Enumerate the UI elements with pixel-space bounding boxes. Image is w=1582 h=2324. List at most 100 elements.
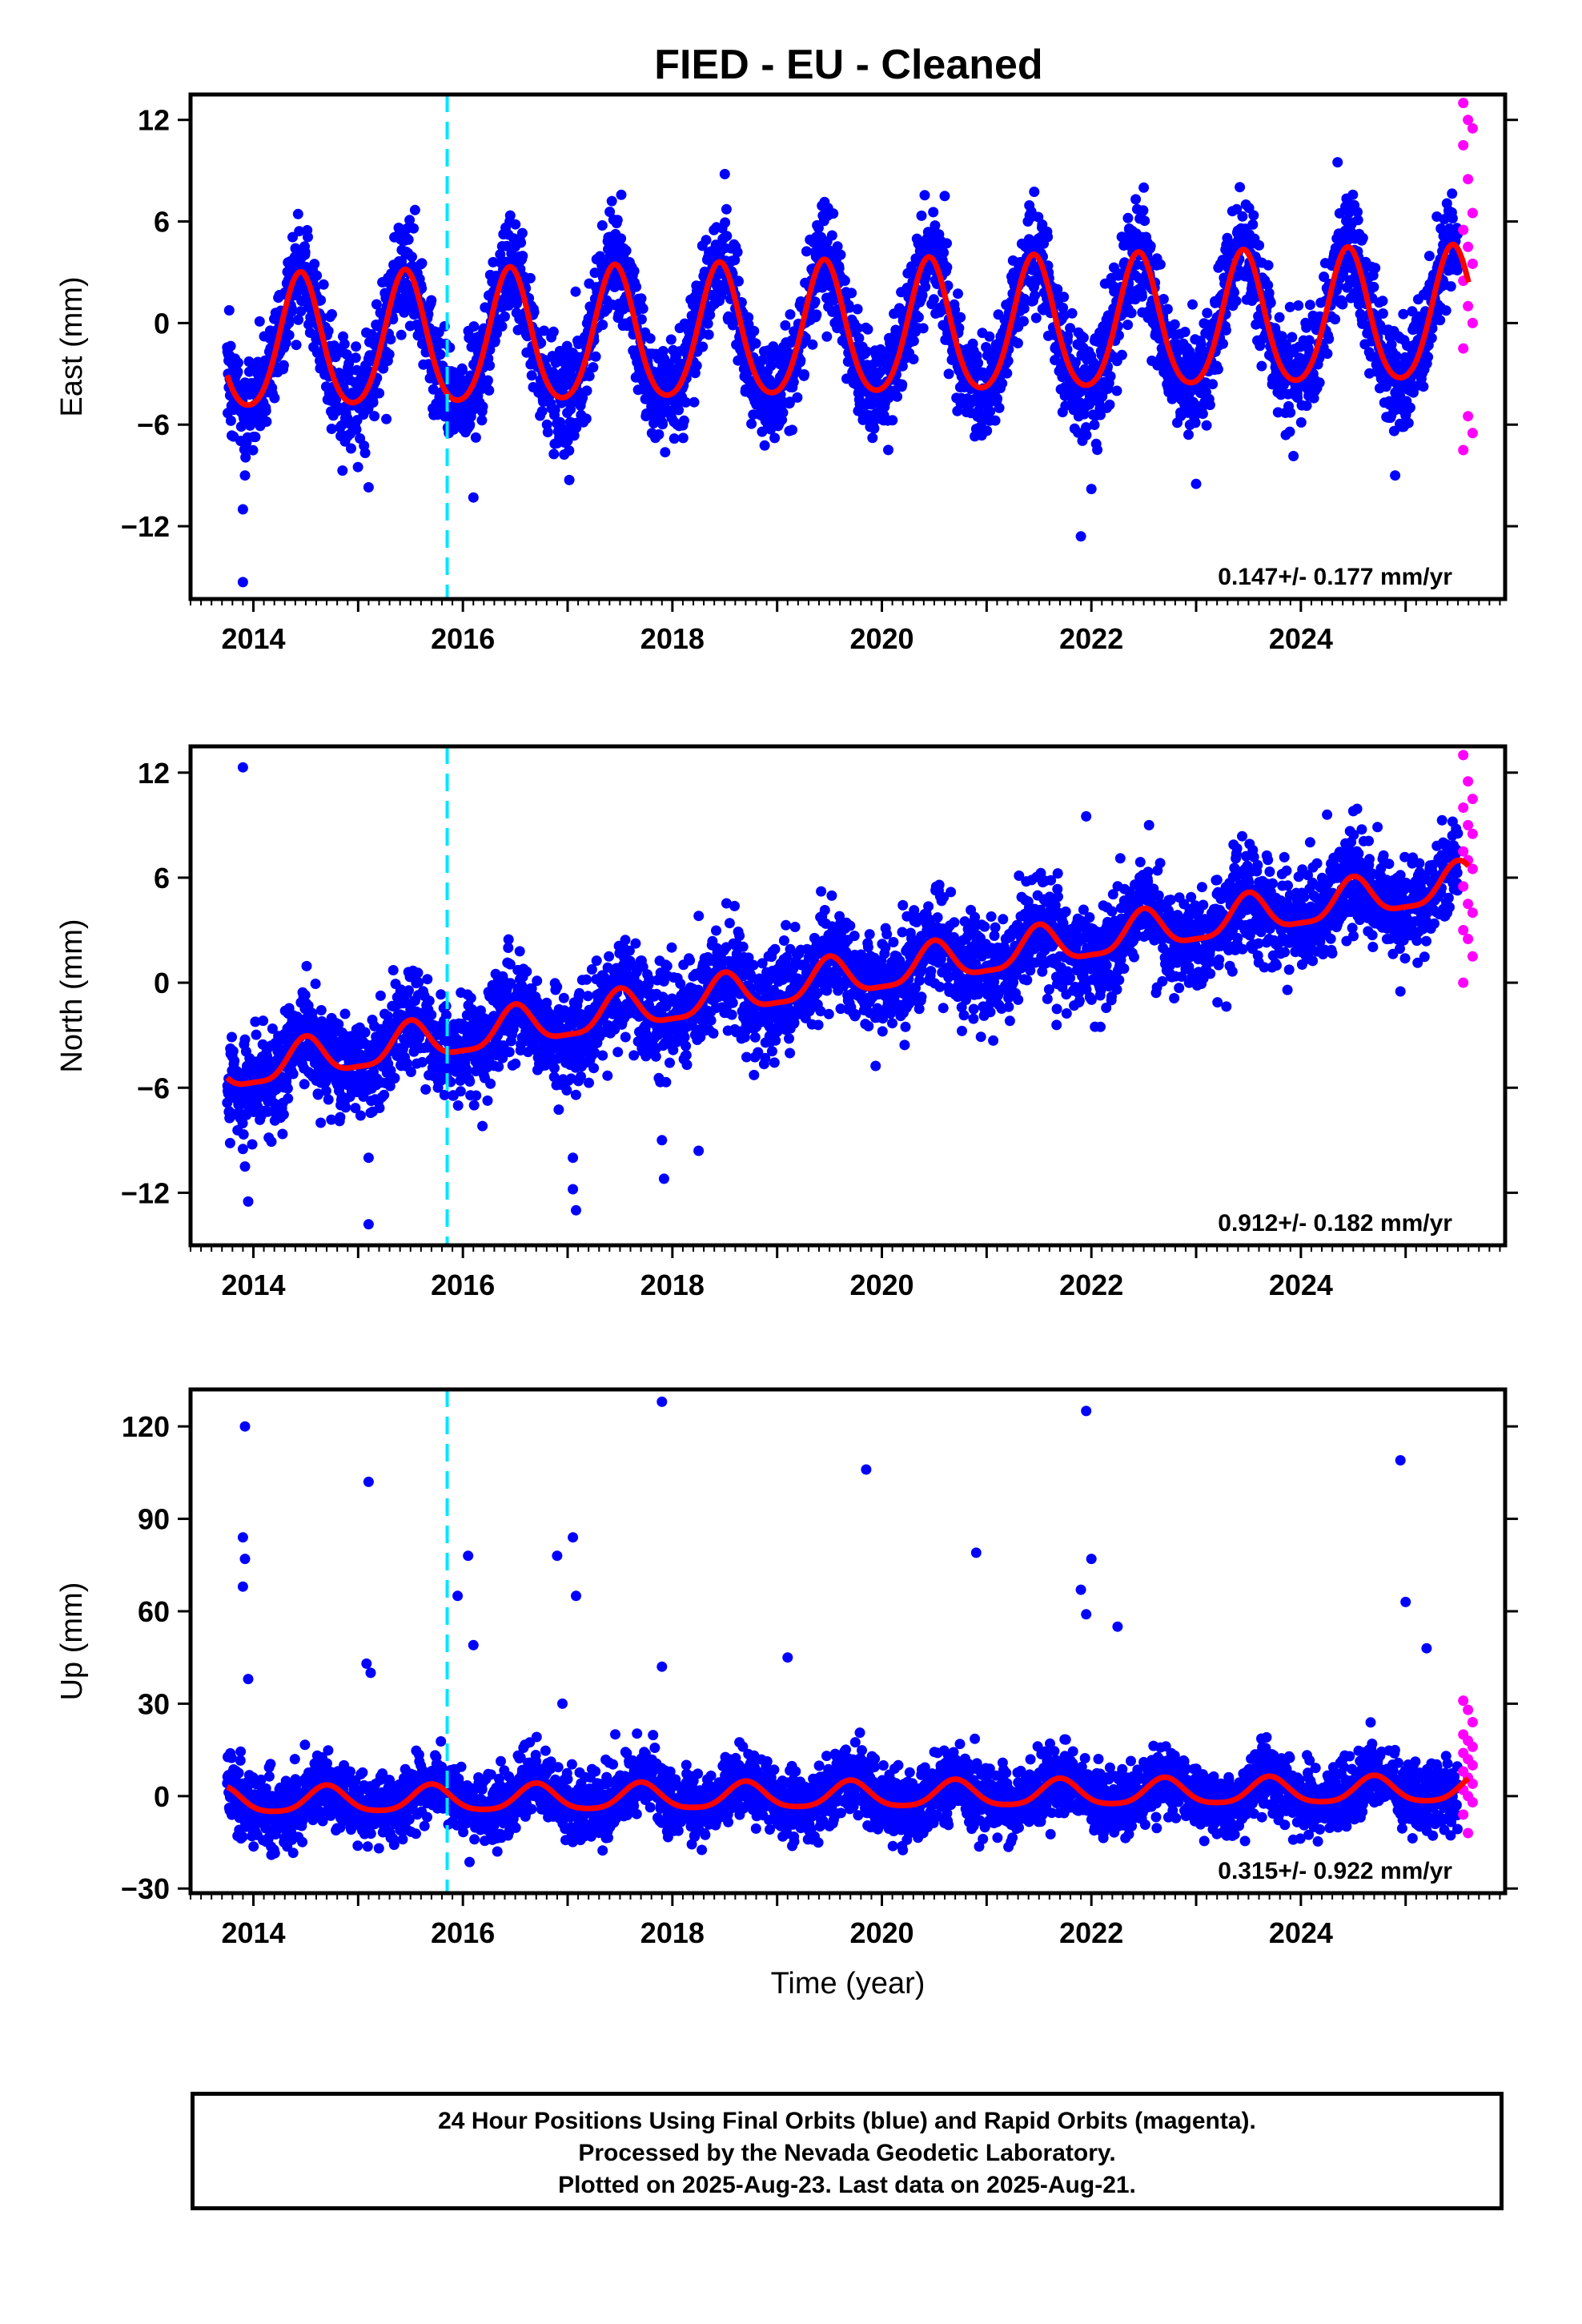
north-final-point <box>250 1016 261 1027</box>
east-final-point <box>517 251 528 262</box>
east-final-point <box>407 251 417 263</box>
north-final-point <box>283 1093 294 1104</box>
east-final-point <box>247 444 259 456</box>
east-final-point <box>286 303 297 314</box>
north-final-point <box>471 1090 482 1101</box>
east-final-point <box>1368 281 1379 292</box>
east-final-point <box>990 415 1001 426</box>
east-final-point <box>1078 332 1089 344</box>
east-final-point <box>484 385 495 396</box>
east-final-point <box>341 349 352 360</box>
east-final-point <box>1207 379 1219 390</box>
north-final-point <box>404 985 414 996</box>
east-final-point <box>283 330 295 340</box>
east-rapid-point <box>1467 317 1478 328</box>
east-final-point <box>303 231 313 243</box>
east-final-point <box>1347 189 1359 200</box>
east-final-point <box>293 314 304 325</box>
east-final-point <box>1337 299 1348 310</box>
east-final-point <box>235 421 247 432</box>
east-final-point <box>1122 212 1134 223</box>
east-final-point <box>1029 187 1040 197</box>
east-final-point <box>339 339 350 350</box>
east-final-point <box>795 355 806 366</box>
east-final-point <box>1065 323 1076 334</box>
east-final-point <box>1229 287 1239 298</box>
east-final-point <box>385 334 396 345</box>
east-final-point <box>780 320 791 331</box>
east-final-point <box>628 266 640 276</box>
east-rapid-point <box>1463 411 1474 422</box>
east-final-point <box>327 309 337 320</box>
east-final-point <box>1002 356 1014 367</box>
north-final-point <box>224 1137 235 1148</box>
east-final-point <box>637 303 648 314</box>
east-x-tick-label: 2022 <box>1059 622 1123 655</box>
east-final-point <box>669 433 680 444</box>
east-final-point <box>516 237 527 248</box>
east-final-point <box>539 325 550 336</box>
east-final-point <box>510 219 521 230</box>
east-plot-area <box>222 94 1478 599</box>
east-rapid-point <box>1463 115 1474 126</box>
east-final-point <box>477 401 488 412</box>
east-final-point <box>1030 312 1042 324</box>
east-final-point <box>746 418 757 429</box>
east-final-point <box>232 357 243 368</box>
east-final-point <box>495 249 506 260</box>
east-final-point <box>1111 385 1122 396</box>
north-final-point <box>301 960 312 971</box>
east-final-point <box>729 255 741 266</box>
east-final-point <box>584 371 595 382</box>
east-final-point <box>777 407 789 418</box>
east-final-point <box>1248 210 1259 221</box>
east-final-point <box>757 355 769 365</box>
east-final-point <box>691 360 702 372</box>
east-final-point <box>1137 291 1147 302</box>
north-final-point <box>282 1083 293 1094</box>
east-final-point <box>1352 207 1363 218</box>
east-y-tick-label: 6 <box>154 206 170 239</box>
east-final-point <box>536 406 548 417</box>
east-final-point <box>917 290 928 301</box>
east-rapid-point <box>1467 428 1478 439</box>
east-outlier-point <box>237 577 248 588</box>
north-final-point <box>420 1084 432 1095</box>
east-final-point <box>1323 333 1335 344</box>
east-final-point <box>1285 407 1296 418</box>
east-final-point <box>997 378 1008 389</box>
north-final-point <box>227 1031 237 1043</box>
east-final-point <box>396 329 407 340</box>
east-final-point <box>1138 205 1149 216</box>
east-final-point <box>404 215 416 226</box>
east-final-point <box>367 397 379 408</box>
east-final-point <box>861 346 873 357</box>
east-final-point <box>1052 283 1063 295</box>
east-final-point <box>813 223 824 234</box>
east-final-point <box>468 321 480 332</box>
east-final-point <box>1398 308 1409 320</box>
east-final-point <box>973 357 984 368</box>
east-final-point <box>1126 308 1137 319</box>
east-final-point <box>1030 290 1040 301</box>
east-final-point <box>1365 351 1376 362</box>
east-final-point <box>1066 308 1078 319</box>
east-final-point <box>496 321 508 332</box>
north-final-point <box>333 1019 344 1030</box>
east-final-point <box>1423 352 1434 363</box>
east-final-point <box>1319 271 1330 283</box>
north-final-point <box>424 995 435 1007</box>
east-final-point <box>1304 300 1315 311</box>
north-final-point <box>238 1129 249 1140</box>
east-final-point <box>1247 219 1259 230</box>
east-final-point <box>1012 338 1023 348</box>
east-final-point <box>409 204 420 215</box>
east-final-point <box>908 354 919 364</box>
east-final-point <box>720 284 731 296</box>
east-final-point <box>232 366 243 377</box>
east-fit-line <box>224 241 1472 408</box>
east-final-point <box>636 293 647 304</box>
north-final-point <box>482 1095 493 1106</box>
